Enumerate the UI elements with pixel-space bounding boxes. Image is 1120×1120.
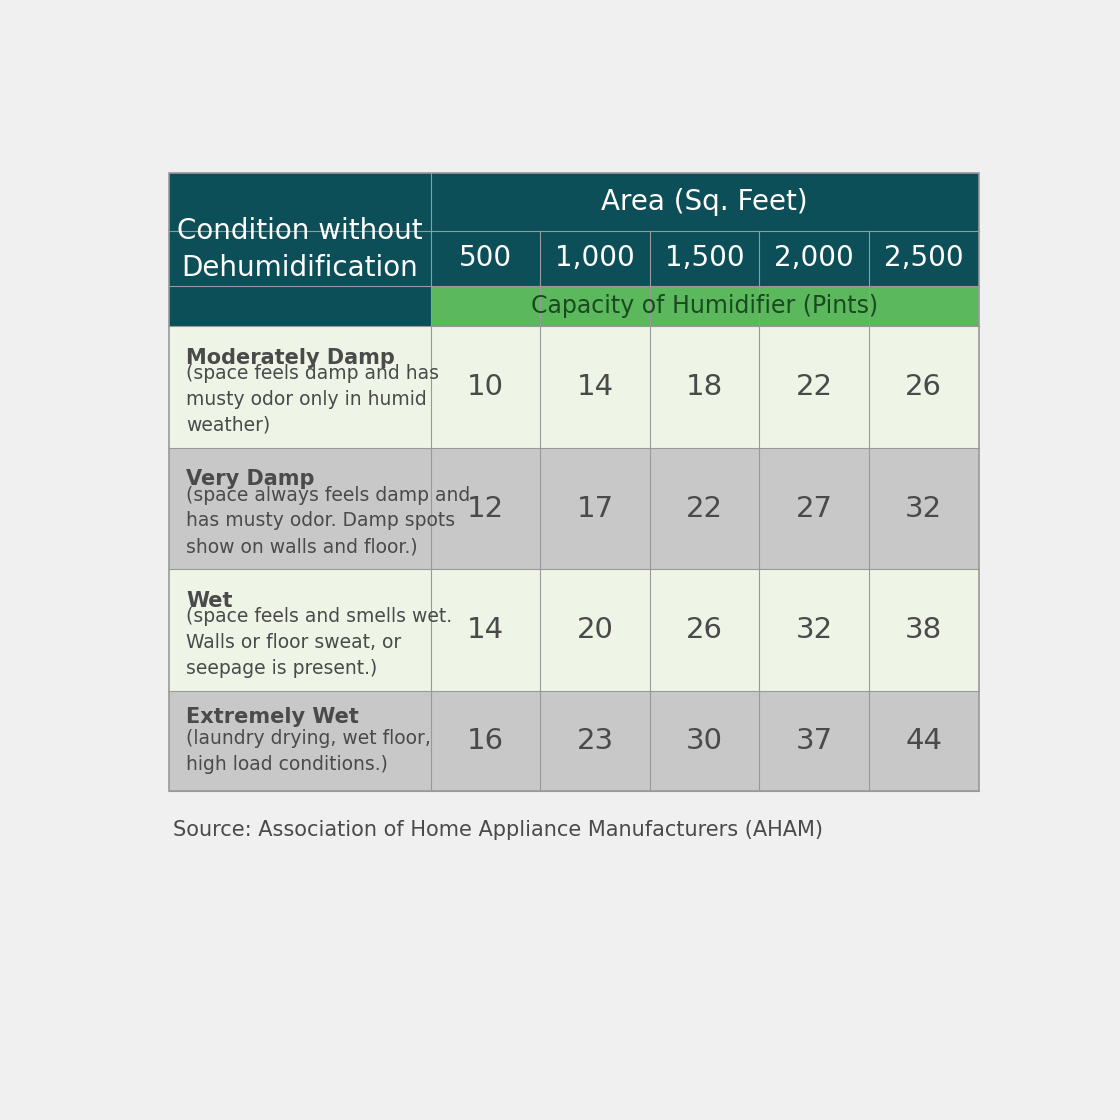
Text: 30: 30 <box>687 727 724 755</box>
Bar <box>759 326 869 448</box>
Bar <box>169 326 431 448</box>
Bar <box>169 691 431 791</box>
Text: 12: 12 <box>467 495 504 523</box>
Text: 38: 38 <box>905 616 942 644</box>
Text: Very Damp: Very Damp <box>187 469 315 489</box>
Text: 22: 22 <box>687 495 724 523</box>
Text: 32: 32 <box>905 495 942 523</box>
Bar <box>650 326 759 448</box>
Text: 1,000: 1,000 <box>556 244 635 272</box>
Text: 44: 44 <box>905 727 942 755</box>
Text: 2,000: 2,000 <box>774 244 855 272</box>
Bar <box>650 691 759 791</box>
Bar <box>169 172 431 326</box>
Text: (space always feels damp and
has musty odor. Damp spots
show on walls and floor.: (space always feels damp and has musty o… <box>187 486 470 556</box>
Bar <box>540 326 650 448</box>
Text: Area (Sq. Feet): Area (Sq. Feet) <box>601 188 808 216</box>
Bar <box>169 172 979 791</box>
Text: Extremely Wet: Extremely Wet <box>187 707 360 727</box>
Bar <box>431 231 979 286</box>
Text: 14: 14 <box>467 616 504 644</box>
Text: 14: 14 <box>577 373 614 401</box>
Bar <box>540 569 650 691</box>
Text: 26: 26 <box>687 616 724 644</box>
Text: 17: 17 <box>577 495 614 523</box>
Text: Moderately Damp: Moderately Damp <box>187 348 395 367</box>
Text: 1,500: 1,500 <box>665 244 745 272</box>
Text: 20: 20 <box>577 616 614 644</box>
Bar <box>169 448 431 569</box>
Text: (space feels and smells wet.
Walls or floor sweat, or
seepage is present.): (space feels and smells wet. Walls or fl… <box>187 607 452 678</box>
Text: 2,500: 2,500 <box>884 244 963 272</box>
Text: 26: 26 <box>905 373 942 401</box>
Text: 10: 10 <box>467 373 504 401</box>
Bar <box>431 569 540 691</box>
Text: (space feels damp and has
musty odor only in humid
weather): (space feels damp and has musty odor onl… <box>187 364 439 435</box>
Bar <box>650 448 759 569</box>
Text: 18: 18 <box>687 373 724 401</box>
Bar <box>169 569 431 691</box>
Bar <box>759 448 869 569</box>
Text: 27: 27 <box>795 495 833 523</box>
Bar <box>540 448 650 569</box>
Bar <box>759 569 869 691</box>
Bar <box>431 172 979 231</box>
Bar <box>759 691 869 791</box>
Bar <box>869 569 979 691</box>
Bar <box>869 691 979 791</box>
Text: (laundry drying, wet floor,
high load conditions.): (laundry drying, wet floor, high load co… <box>187 729 431 774</box>
Bar <box>431 326 540 448</box>
Bar <box>431 691 540 791</box>
Text: 22: 22 <box>795 373 833 401</box>
Bar <box>540 691 650 791</box>
Text: 16: 16 <box>467 727 504 755</box>
Text: 500: 500 <box>459 244 512 272</box>
Bar <box>650 569 759 691</box>
Text: 23: 23 <box>577 727 614 755</box>
Text: Condition without
Dehumidification: Condition without Dehumidification <box>177 217 423 282</box>
Bar <box>869 326 979 448</box>
Bar <box>431 448 540 569</box>
Bar <box>431 286 979 326</box>
Bar <box>869 448 979 569</box>
Text: Source: Association of Home Appliance Manufacturers (AHAM): Source: Association of Home Appliance Ma… <box>174 820 823 840</box>
Text: Wet: Wet <box>187 591 233 612</box>
Text: 37: 37 <box>795 727 833 755</box>
Text: Capacity of Humidifier (Pints): Capacity of Humidifier (Pints) <box>531 295 878 318</box>
Text: 32: 32 <box>795 616 833 644</box>
